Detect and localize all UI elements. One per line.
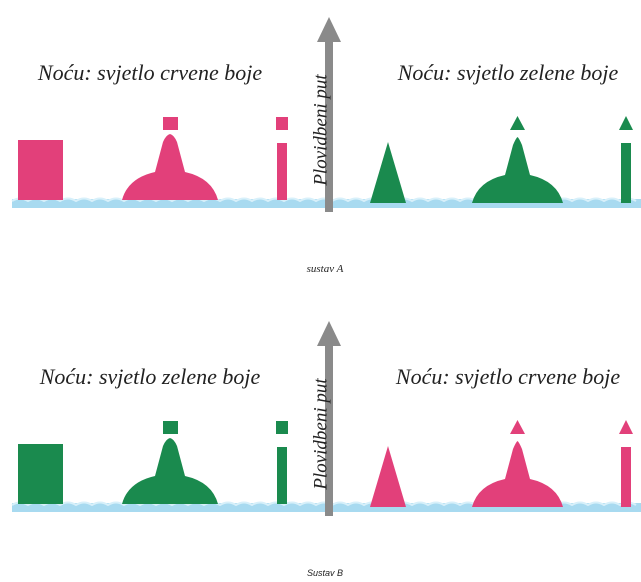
right-label: Noću: svjetlo zelene boje: [397, 60, 619, 85]
left-label: Noću: svjetlo zelene boje: [39, 364, 261, 389]
left-label: Noću: svjetlo crvene boje: [37, 60, 262, 85]
caption: Sustav B: [307, 568, 343, 578]
right-label: Noću: svjetlo crvene boje: [395, 364, 620, 389]
panel-a: Noću: svjetlo crvene boje Noću: svjetlo …: [12, 17, 641, 275]
panel-b: Noću: svjetlo zelene boje Noću: svjetlo …: [12, 321, 641, 578]
caption: sustav A: [307, 263, 344, 275]
arrow-label: Plovidbeni put: [310, 378, 331, 491]
arrow-label: Plovidbeni put: [310, 74, 331, 187]
